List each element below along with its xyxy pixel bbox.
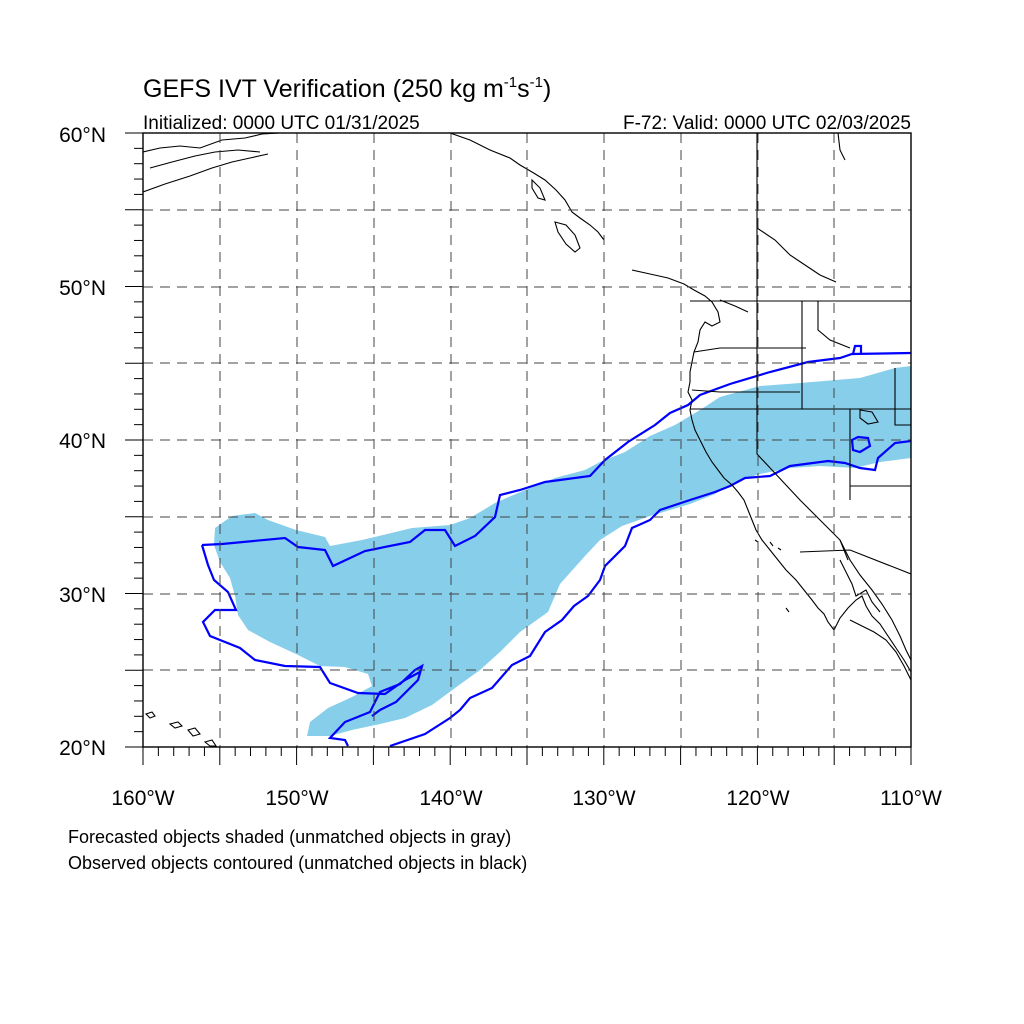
lat-label-60: 60°N — [59, 124, 106, 147]
bc-islands — [531, 178, 581, 253]
observed-contour-main — [201, 351, 911, 747]
footnote-forecast: Forecasted objects shaded (unmatched obj… — [68, 827, 511, 847]
lon-label-140w: 140°W — [419, 787, 482, 810]
lat-label-30: 30°N — [59, 584, 106, 607]
map-title: GEFS IVT Verification (250 kg m-1s-1) — [143, 74, 551, 103]
observed-contour-west-loop — [200, 544, 424, 747]
forecast-shaded-region — [214, 366, 911, 736]
salton-lake — [859, 409, 879, 425]
baja-california — [833, 559, 911, 673]
mexico-mainland — [839, 539, 911, 681]
lon-label-150w: 150°W — [265, 787, 328, 810]
lat-label-20: 20°N — [59, 737, 106, 760]
hawaii-islands — [144, 711, 218, 747]
lon-label-160w: 160°W — [111, 787, 174, 810]
small-islands — [754, 539, 790, 613]
gulf-alaska-coast — [449, 133, 605, 241]
lon-label-130w: 130°W — [572, 787, 635, 810]
observed-contour-small-bump — [851, 344, 863, 355]
lat-label-50: 50°N — [59, 277, 106, 300]
canada-interior — [719, 133, 846, 313]
lon-label-120w: 120°W — [726, 787, 789, 810]
observed-contour-inner-tongue — [371, 665, 424, 717]
lon-label-110w: 110°W — [880, 787, 942, 810]
observed-object — [200, 344, 911, 747]
west-coast — [631, 269, 835, 631]
forecast-object — [214, 366, 911, 736]
alaska-coast — [143, 133, 281, 193]
lat-label-40: 40°N — [59, 430, 106, 453]
valid-label: F-72: Valid: 0000 UTC 02/03/2025 — [623, 113, 911, 134]
graticule — [143, 133, 911, 747]
tick-marks — [125, 132, 912, 765]
observed-contour-east-blob — [850, 435, 872, 454]
initialized-label: Initialized: 0000 UTC 01/31/2025 — [143, 113, 420, 134]
state-boundaries — [690, 133, 911, 575]
footnote-observed: Observed objects contoured (unmatched ob… — [68, 853, 527, 873]
coastlines — [143, 133, 911, 747]
